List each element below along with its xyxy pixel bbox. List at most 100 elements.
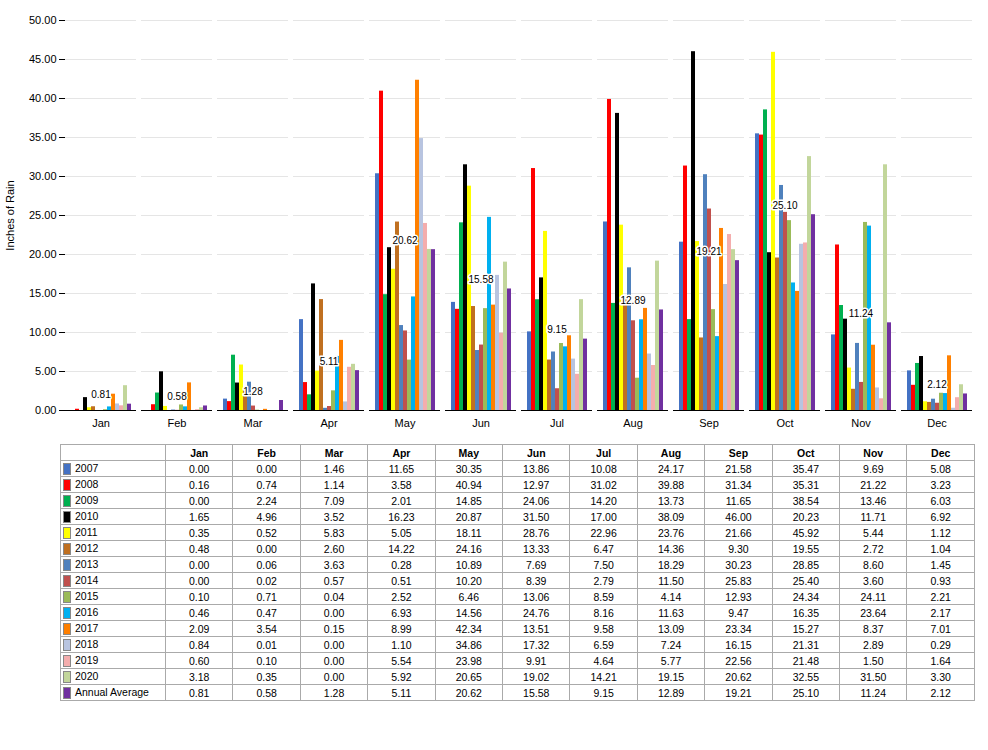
svg-text:0.58: 0.58	[167, 391, 187, 402]
html-text:38.54: 38.54	[792, 494, 819, 507]
html-text:3.23: 3.23	[930, 478, 951, 491]
html-text:11.65: 11.65	[725, 494, 752, 507]
html-text:9.69: 9.69	[863, 462, 884, 475]
svg-text:Jun: Jun	[472, 417, 490, 429]
html-text:11.65: 11.65	[388, 462, 415, 475]
html-text:35.31: 35.31	[792, 478, 819, 491]
html-text:0.00: 0.00	[189, 494, 210, 507]
html-text:3.52: 3.52	[323, 510, 345, 523]
html-text:20.87: 20.87	[455, 510, 482, 523]
svg-text:5.11: 5.11	[320, 356, 339, 367]
html-text:6.03: 6.03	[930, 494, 951, 507]
svg-text:Jul: Jul	[550, 417, 564, 429]
html-text:6.92: 6.92	[930, 510, 951, 523]
html-text:21.22: 21.22	[860, 478, 887, 491]
svg-text:Apr: Apr	[320, 417, 337, 429]
html-text:2009: 2009	[75, 493, 99, 506]
svg-text:1.28: 1.28	[243, 386, 263, 397]
html-text:0.16: 0.16	[189, 478, 210, 491]
html-text:2010: 2010	[75, 509, 99, 522]
svg-text:5.00: 5.00	[35, 365, 56, 377]
svg-text:Nov: Nov	[851, 417, 871, 429]
svg-text:30.00: 30.00	[29, 170, 57, 182]
svg-text:19.21: 19.21	[696, 246, 721, 257]
html-text:24.17: 24.17	[657, 462, 685, 475]
svg-text:0.81: 0.81	[91, 389, 111, 400]
html-text:30.35: 30.35	[455, 462, 482, 475]
html-text:0.00: 0.00	[256, 462, 277, 475]
svg-text:Sep: Sep	[699, 417, 719, 429]
svg-text:35.00: 35.00	[29, 131, 57, 143]
svg-text:0.00: 0.00	[35, 404, 56, 416]
html-text:13.73: 13.73	[657, 494, 685, 507]
svg-text:25.00: 25.00	[29, 209, 57, 221]
html-text:13.46: 13.46	[860, 494, 887, 507]
svg-text:May: May	[395, 417, 416, 429]
html-text:12.97: 12.97	[523, 478, 550, 491]
html-text:31.34: 31.34	[725, 478, 752, 491]
html-text:16.23: 16.23	[388, 510, 415, 523]
html-text:5.08: 5.08	[930, 462, 951, 475]
svg-text:9.15: 9.15	[547, 324, 567, 335]
html-text:3.58: 3.58	[391, 478, 412, 491]
html-text:Oct: Oct	[797, 446, 815, 459]
html-text:13.86: 13.86	[523, 462, 550, 475]
svg-text:15.58: 15.58	[468, 274, 493, 285]
html-text:Apr: Apr	[392, 446, 411, 459]
svg-text:40.00: 40.00	[29, 92, 57, 104]
html-text:14.85: 14.85	[455, 494, 482, 507]
html-text:17.00: 17.00	[590, 510, 617, 523]
html-text:14.20: 14.20	[590, 494, 617, 507]
html-text:24.06: 24.06	[523, 494, 550, 507]
svg-text:12.89: 12.89	[620, 295, 645, 306]
html-text:Jul: Jul	[596, 446, 612, 459]
html-text:40.94: 40.94	[455, 478, 482, 491]
html-text:39.88: 39.88	[657, 478, 685, 491]
svg-text:Inches of Rain: Inches of Rain	[4, 180, 16, 250]
html-text:2.24: 2.24	[256, 494, 277, 507]
html-text:Feb: Feb	[257, 446, 276, 459]
svg-text:11.24: 11.24	[849, 308, 874, 319]
html-text:May: May	[458, 446, 479, 459]
svg-text:45.00: 45.00	[29, 53, 57, 65]
html-text:1.14: 1.14	[323, 478, 345, 491]
html-text:4.96: 4.96	[256, 510, 277, 523]
svg-text:Feb: Feb	[168, 417, 187, 429]
html-text:10.08: 10.08	[590, 462, 617, 475]
html-text:2008: 2008	[75, 477, 99, 490]
html-text:2.01: 2.01	[391, 494, 412, 507]
html-text:Mar: Mar	[324, 446, 344, 459]
svg-text:15.00: 15.00	[29, 287, 57, 299]
html-text:31.50: 31.50	[523, 510, 550, 523]
html-text:0.74: 0.74	[256, 478, 277, 491]
html-text:46.00: 46.00	[725, 510, 752, 523]
svg-text:2.12: 2.12	[927, 379, 947, 390]
html-text:Jan: Jan	[190, 446, 209, 459]
svg-text:Aug: Aug	[623, 417, 643, 429]
svg-text:Oct: Oct	[776, 417, 793, 429]
html-text:38.09: 38.09	[657, 510, 685, 523]
html-text:21.58: 21.58	[725, 462, 752, 475]
html-text:1.46: 1.46	[323, 462, 345, 475]
svg-text:20.00: 20.00	[29, 248, 57, 260]
html-text:7.09: 7.09	[323, 494, 345, 507]
html-text:2007: 2007	[75, 461, 99, 474]
html-text:Sep: Sep	[728, 446, 749, 459]
html-text:31.02: 31.02	[590, 478, 617, 491]
html-text:Nov: Nov	[863, 446, 884, 459]
html-text:Aug: Aug	[660, 446, 682, 459]
html-text:20.23: 20.23	[792, 510, 819, 523]
svg-text:25.10: 25.10	[772, 200, 797, 211]
html-text:35.47: 35.47	[792, 462, 819, 475]
svg-text:50.00: 50.00	[29, 14, 57, 26]
svg-text:20.62: 20.62	[392, 235, 417, 246]
html-text:11.71: 11.71	[860, 510, 886, 523]
html-text:1.65: 1.65	[189, 510, 210, 523]
svg-text:Mar: Mar	[244, 417, 263, 429]
html-text:Dec: Dec	[931, 446, 951, 459]
html-text:Jun: Jun	[526, 446, 546, 459]
svg-text:10.00: 10.00	[29, 326, 57, 338]
html-text:0.00: 0.00	[189, 462, 210, 475]
svg-text:Dec: Dec	[927, 417, 947, 429]
svg-text:Jan: Jan	[92, 417, 110, 429]
